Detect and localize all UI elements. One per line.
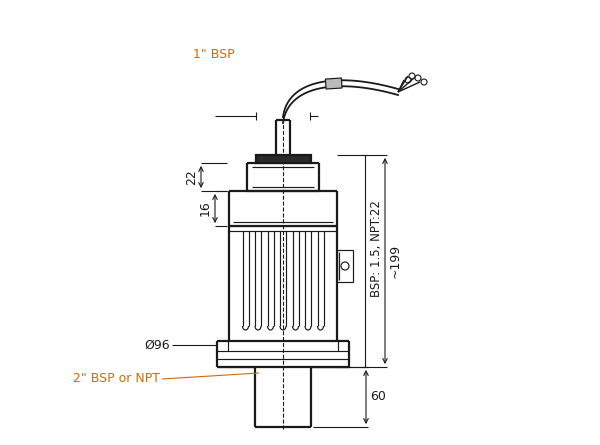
Text: ~199: ~199 xyxy=(389,244,402,278)
Text: 1" BSP: 1" BSP xyxy=(193,49,235,61)
Text: 22: 22 xyxy=(185,169,198,185)
Text: BSP: 1.5, NPT:22: BSP: 1.5, NPT:22 xyxy=(370,201,383,297)
Text: 60: 60 xyxy=(370,391,386,404)
Text: 16: 16 xyxy=(199,201,212,216)
Bar xyxy=(256,155,311,163)
Bar xyxy=(325,78,342,89)
Text: 2" BSP or NPT: 2" BSP or NPT xyxy=(73,372,160,385)
Bar xyxy=(337,250,353,282)
Text: Ø96: Ø96 xyxy=(145,339,170,352)
